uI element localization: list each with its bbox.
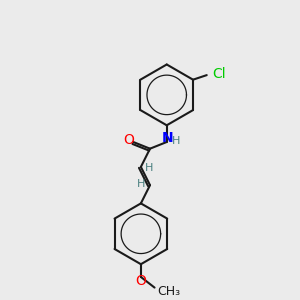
Text: N: N (161, 131, 173, 145)
Text: Cl: Cl (212, 67, 226, 81)
Text: O: O (135, 274, 146, 288)
Text: H: H (137, 178, 146, 189)
Text: O: O (123, 134, 134, 148)
Text: CH₃: CH₃ (157, 285, 180, 298)
Text: H: H (172, 136, 180, 146)
Text: H: H (145, 164, 154, 173)
